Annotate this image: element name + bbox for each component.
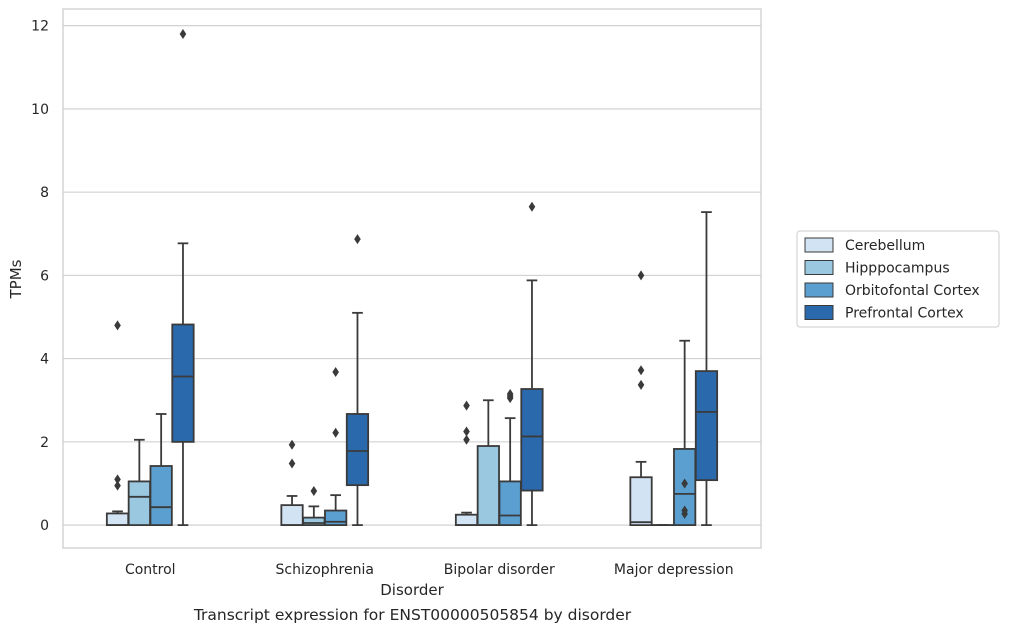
x-axis-ticks: Control Schizophrenia Bipolar disorder Majo… xyxy=(125,562,734,578)
chart-caption: Transcript expression for ENST0000050585… xyxy=(193,606,632,624)
box-iqr xyxy=(498,480,522,527)
outlier-point xyxy=(288,458,296,469)
outlier-point xyxy=(310,485,318,496)
legend-swatch xyxy=(804,305,834,320)
legend: Cerebellum Hipppocampus Orbitofontal Corte… xyxy=(796,230,1000,328)
box-iqr xyxy=(520,388,544,492)
box-iqr xyxy=(171,323,195,443)
legend-swatch xyxy=(804,237,834,253)
box-0-2 xyxy=(454,400,479,527)
y-axis-title: TPMs xyxy=(7,259,25,299)
box-3-2 xyxy=(520,201,544,527)
legend-label: Orbitofontal Cortex xyxy=(845,283,980,299)
y-tick-label: 12 xyxy=(31,19,49,35)
box-iqr xyxy=(280,504,304,527)
outlier-point xyxy=(528,201,536,212)
box-2-0 xyxy=(149,413,173,527)
x-tick-label: Schizophrenia xyxy=(276,562,374,578)
outlier-point xyxy=(354,234,361,245)
box-0-3 xyxy=(629,270,653,527)
legend-label: Prefrontal Cortex xyxy=(845,306,964,322)
box-3-0 xyxy=(171,28,195,527)
legend-swatch xyxy=(804,260,834,275)
boxes-layer xyxy=(105,28,719,527)
x-tick-label: Control xyxy=(125,562,176,578)
grid-lines xyxy=(63,25,761,526)
x-tick-label: Bipolar disorder xyxy=(444,562,555,578)
box-1-0 xyxy=(127,438,151,527)
outlier-point xyxy=(288,439,296,450)
box-0-0 xyxy=(105,320,130,527)
y-tick-label: 2 xyxy=(40,435,49,451)
y-tick-label: 10 xyxy=(31,102,49,118)
outlier-point xyxy=(114,474,121,485)
box-iqr xyxy=(694,370,719,482)
y-axis-ticks: 0 2 4 6 8 10 12 xyxy=(31,19,49,534)
box-iqr xyxy=(105,512,130,527)
x-tick-label: Major depression xyxy=(614,562,734,578)
outlier-point xyxy=(332,366,339,377)
box-1-2 xyxy=(476,399,500,527)
x-axis-title: Disorder xyxy=(380,581,444,599)
outlier-point xyxy=(463,426,470,437)
box-3-1 xyxy=(345,234,370,527)
outlier-point xyxy=(637,365,645,376)
y-tick-label: 0 xyxy=(40,518,49,534)
box-1-1 xyxy=(302,485,326,527)
box-3-3 xyxy=(694,211,719,527)
plot-area xyxy=(62,8,762,549)
box-iqr xyxy=(302,516,326,527)
y-tick-label: 6 xyxy=(40,268,49,284)
y-tick-label: 4 xyxy=(40,352,49,368)
box-iqr xyxy=(149,465,173,527)
box-iqr xyxy=(454,513,479,527)
outlier-point xyxy=(114,480,121,491)
outlier-point xyxy=(332,427,339,438)
outlier-point xyxy=(114,320,121,331)
outlier-point xyxy=(637,270,645,281)
box-iqr xyxy=(476,445,500,527)
legend-frame xyxy=(796,230,1000,328)
legend-label: Hipppocampus xyxy=(845,261,950,277)
box-iqr xyxy=(345,413,370,487)
outlier-point xyxy=(681,478,688,489)
outlier-point xyxy=(637,379,645,390)
outlier-point xyxy=(179,28,187,39)
box-2-3 xyxy=(673,339,697,527)
outlier-point xyxy=(681,505,688,516)
outlier-point xyxy=(463,434,470,445)
legend-label: Cerebellum xyxy=(845,238,925,254)
box-0-1 xyxy=(280,439,304,527)
box-2-1 xyxy=(324,366,348,527)
outlier-point xyxy=(506,389,514,399)
legend-swatch xyxy=(804,282,834,298)
box-2-2 xyxy=(498,389,522,527)
box-iqr xyxy=(127,480,151,527)
box-iqr xyxy=(629,476,653,527)
outlier-point xyxy=(463,400,470,411)
y-tick-label: 8 xyxy=(40,185,49,201)
box-iqr xyxy=(324,509,348,527)
